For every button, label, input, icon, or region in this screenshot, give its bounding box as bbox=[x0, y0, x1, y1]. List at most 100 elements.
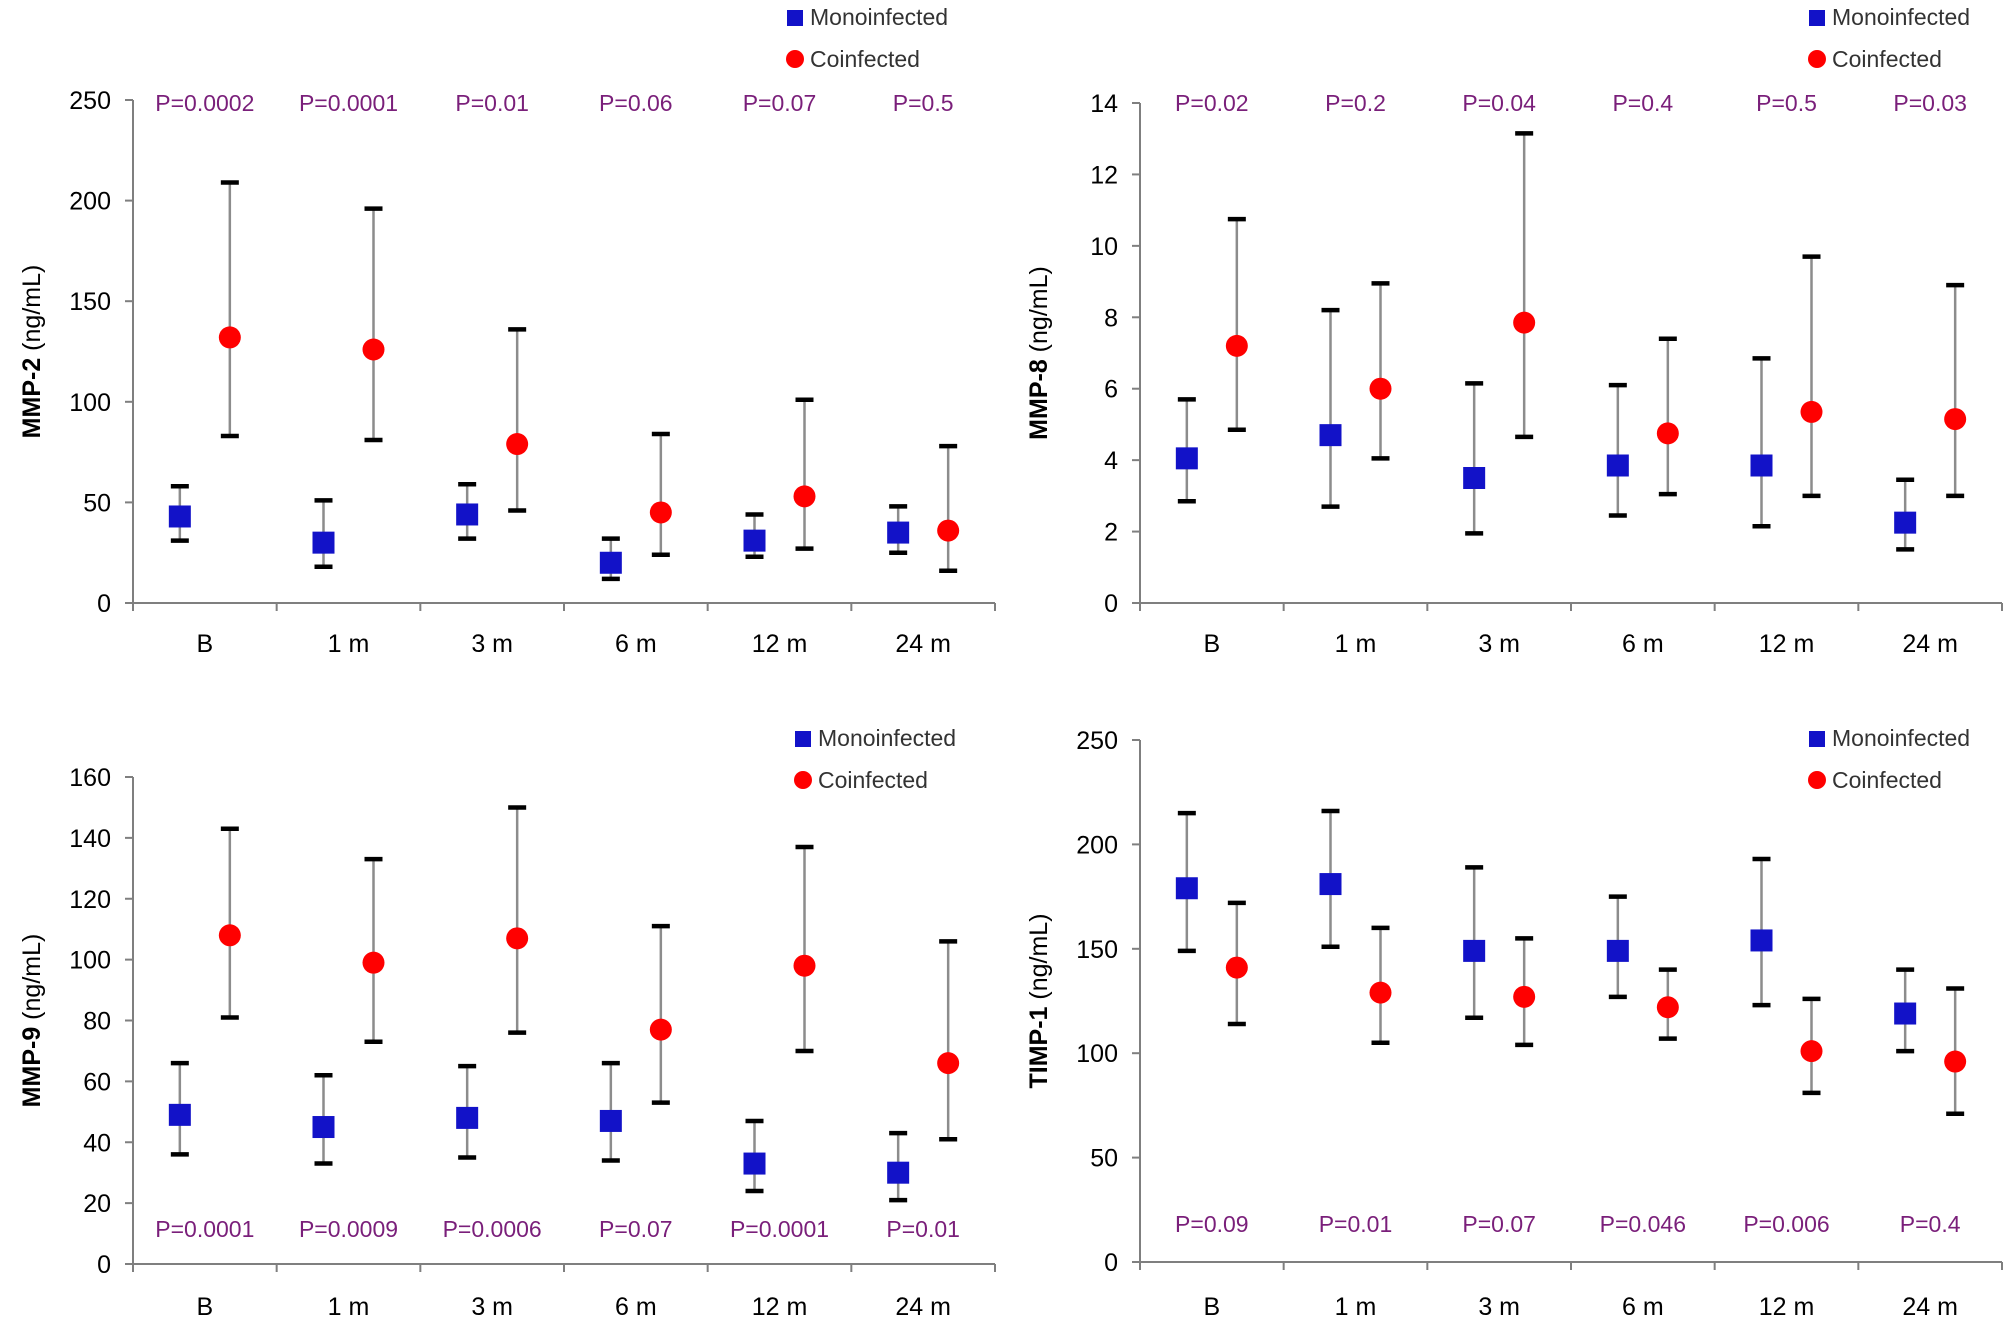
y-tick-label: 160 bbox=[69, 764, 111, 792]
y-tick-label: 6 bbox=[1104, 376, 1118, 404]
y-tick-label: 50 bbox=[1090, 1145, 1118, 1173]
y-tick-label: 200 bbox=[69, 188, 111, 216]
p-value-label: P=0.046 bbox=[1600, 1211, 1686, 1237]
p-value-label: P=0.02 bbox=[1175, 90, 1249, 116]
p-value-label: P=0.03 bbox=[1893, 90, 1967, 116]
p-value-label: P=0.01 bbox=[455, 90, 529, 116]
y-tick-label: 50 bbox=[83, 489, 111, 517]
chart-panel-mmp8: 0 2 4 6 8 10 12 14 B 1 m 3 m 6 m 12 m 24 m MMP-8 (ng/m… bbox=[1007, 0, 2007, 660]
marker-monoinfected bbox=[456, 503, 479, 526]
p-value-label: P=0.5 bbox=[893, 90, 954, 116]
x-tick-label: 6 m bbox=[1622, 1293, 1664, 1321]
marker-coinfected bbox=[793, 485, 816, 508]
y-axis-label: TIMP-1 (ng/mL) bbox=[1025, 913, 1053, 1088]
marker-monoinfected bbox=[1463, 467, 1486, 489]
legend-label-co: Coinfected bbox=[810, 46, 920, 72]
y-tick-label: 150 bbox=[1076, 936, 1118, 964]
marker-monoinfected bbox=[1606, 454, 1629, 477]
x-tick-label: B bbox=[196, 1293, 213, 1321]
x-tick-label: 3 m bbox=[471, 1293, 513, 1321]
legend-marker-co bbox=[786, 50, 804, 68]
marker-monoinfected bbox=[168, 505, 191, 528]
marker-monoinfected bbox=[1894, 1002, 1917, 1025]
y-tick-label: 2 bbox=[1104, 519, 1118, 547]
p-value-label: P=0.0006 bbox=[443, 1216, 542, 1242]
chart-svg-mmp9: 0 20 40 60 80 100 120 140 160 B 1 m 3 m 6 m 12 m 24 m M… bbox=[18, 725, 996, 1321]
marker-monoinfected bbox=[1606, 939, 1629, 962]
marker-coinfected bbox=[1369, 981, 1392, 1004]
y-tick-label: 0 bbox=[1104, 590, 1118, 618]
legend-label-co: Coinfected bbox=[1832, 767, 1942, 793]
x-tick-label: 24 m bbox=[1902, 1293, 1958, 1321]
x-tick-label: 1 m bbox=[328, 1293, 370, 1321]
p-value-label: P=0.0009 bbox=[299, 1216, 398, 1242]
p-value-label: P=0.06 bbox=[599, 90, 673, 116]
x-tick-label: 12 m bbox=[1759, 630, 1815, 658]
legend-marker-mono bbox=[1809, 10, 1825, 26]
x-tick-label: B bbox=[196, 630, 213, 658]
chart-panel-mmp9: 0 20 40 60 80 100 120 140 160 B 1 m 3 m 6 m 12 m 24 m M… bbox=[0, 665, 1000, 1325]
p-value-label: P=0.09 bbox=[1175, 1211, 1249, 1237]
p-value-label: P=0.006 bbox=[1743, 1211, 1829, 1237]
y-tick-label: 100 bbox=[69, 389, 111, 417]
legend-marker-mono bbox=[787, 10, 803, 26]
x-tick-label: 3 m bbox=[1478, 1293, 1520, 1321]
legend-marker-co bbox=[1808, 50, 1826, 68]
marker-coinfected bbox=[218, 924, 241, 947]
marker-monoinfected bbox=[1894, 511, 1917, 534]
chart-svg-mmp8: 0 2 4 6 8 10 12 14 B 1 m 3 m 6 m 12 m 24 m MMP-8 (ng/m… bbox=[1025, 4, 2003, 658]
y-tick-label: 12 bbox=[1090, 161, 1118, 189]
p-value-label: P=0.2 bbox=[1325, 90, 1386, 116]
marker-monoinfected bbox=[1319, 873, 1342, 896]
x-tick-label: 6 m bbox=[615, 1293, 657, 1321]
marker-coinfected bbox=[362, 338, 385, 361]
marker-coinfected bbox=[1225, 956, 1248, 979]
marker-coinfected bbox=[1944, 1050, 1967, 1073]
y-axis-label-name: MMP-8 bbox=[1025, 359, 1053, 440]
p-value-label: P=0.0001 bbox=[730, 1216, 829, 1242]
x-tick-label: 12 m bbox=[1759, 1293, 1815, 1321]
marker-coinfected bbox=[1800, 1040, 1823, 1063]
p-value-label: P=0.0001 bbox=[155, 1216, 254, 1242]
x-tick-label: 3 m bbox=[471, 630, 513, 658]
p-value-label: P=0.04 bbox=[1462, 90, 1536, 116]
x-tick-label: 24 m bbox=[895, 630, 951, 658]
legend-marker-co bbox=[1808, 771, 1826, 789]
x-tick-label: 1 m bbox=[328, 630, 370, 658]
marker-coinfected bbox=[362, 951, 385, 974]
marker-coinfected bbox=[1656, 422, 1679, 445]
marker-monoinfected bbox=[1750, 929, 1773, 952]
y-tick-label: 0 bbox=[97, 1251, 111, 1279]
legend-marker-mono bbox=[1809, 731, 1825, 747]
marker-monoinfected bbox=[456, 1106, 479, 1129]
chart-svg-mmp2: 0 50 100 150 200 250 B 1 m 3 m 6 m 12 m 24 m MMP-2 (… bbox=[18, 4, 996, 658]
legend-marker-co bbox=[794, 771, 812, 789]
y-tick-label: 60 bbox=[83, 1068, 111, 1096]
y-tick-label: 10 bbox=[1090, 233, 1118, 261]
y-tick-label: 0 bbox=[1104, 1249, 1118, 1277]
y-tick-label: 100 bbox=[1076, 1040, 1118, 1068]
p-value-label: P=0.0002 bbox=[155, 90, 254, 116]
marker-coinfected bbox=[1944, 408, 1967, 431]
y-tick-label: 100 bbox=[69, 947, 111, 975]
marker-monoinfected bbox=[312, 531, 335, 554]
marker-coinfected bbox=[506, 433, 529, 456]
marker-coinfected bbox=[937, 519, 960, 542]
y-tick-label: 0 bbox=[97, 590, 111, 618]
p-value-label: P=0.07 bbox=[743, 90, 817, 116]
y-axis-label-name: MMP-2 bbox=[18, 358, 46, 439]
marker-monoinfected bbox=[1463, 939, 1486, 962]
p-value-label: P=0.01 bbox=[1319, 1211, 1393, 1237]
marker-monoinfected bbox=[887, 521, 910, 544]
y-axis-label-unit: (ng/mL) bbox=[18, 265, 46, 358]
legend-label-mono: Monoinfected bbox=[810, 4, 948, 30]
y-tick-label: 120 bbox=[69, 886, 111, 914]
y-tick-label: 200 bbox=[1076, 831, 1118, 859]
chart-panel-timp1: 0 50 100 150 200 250 B 1 m 3 m 6 m 12 m 24 m TIMP-1 … bbox=[1007, 665, 2007, 1325]
legend-label-mono: Monoinfected bbox=[1832, 725, 1970, 751]
y-axis-label-unit: (ng/mL) bbox=[1025, 913, 1053, 1006]
marker-coinfected bbox=[793, 954, 816, 977]
y-tick-label: 20 bbox=[83, 1190, 111, 1218]
marker-coinfected bbox=[1369, 377, 1392, 400]
p-value-label: P=0.01 bbox=[886, 1216, 960, 1242]
